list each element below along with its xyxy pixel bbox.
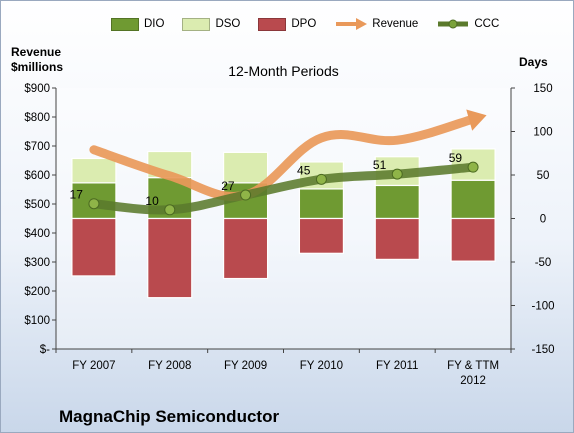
left-tick-label: $400 [24, 228, 50, 240]
left-tick-label: $600 [24, 170, 50, 182]
ccc-line [89, 162, 478, 215]
left-tick-label: $700 [24, 141, 50, 153]
legend-swatch-dio [111, 17, 139, 31]
bar-dio [298, 188, 345, 220]
left-tick-label: $900 [24, 83, 50, 95]
left-tick-label: $800 [24, 112, 50, 124]
ccc-data-label: 45 [297, 163, 311, 177]
left-tick-label: $300 [24, 257, 50, 269]
ccc-marker [467, 161, 479, 173]
legend-label-dso: DSO [215, 18, 241, 30]
right-tick-label: 150 [533, 83, 552, 95]
revenue-line [89, 114, 478, 201]
left-axis-title: Revenue $millions [11, 45, 63, 75]
ccc-data-label: 51 [373, 158, 387, 172]
x-tick-label: FY 2010 [300, 360, 343, 372]
ccc-marker [164, 204, 176, 216]
bar-dpo [71, 217, 117, 277]
ccc-marker [391, 168, 403, 180]
right-tick-label: 0 [540, 214, 546, 226]
right-tick-label: -150 [531, 344, 554, 356]
ccc-marker [88, 198, 100, 210]
bar-dpo [450, 217, 496, 262]
right-tick-label: -50 [535, 257, 552, 269]
x-tick-label: 2012 [460, 375, 486, 387]
bar-dio [450, 179, 496, 220]
legend-label-revenue: Revenue [372, 18, 419, 30]
legend-label-dpo: DPO [291, 18, 317, 30]
right-tick-label: 100 [533, 127, 552, 139]
ccc-data-label: 59 [449, 151, 463, 165]
x-tick-label: FY 2008 [148, 360, 191, 372]
legend-item-revenue: Revenue [334, 17, 418, 31]
legend-swatch-dpo [258, 17, 287, 31]
chart-title: 12-Month Periods [228, 63, 339, 79]
left-axis-title-line1: Revenue [11, 45, 62, 59]
ccc-marker [240, 189, 252, 201]
bar-dso [71, 157, 117, 184]
x-tick-label: FY & TTM [447, 360, 499, 372]
bar-dpo [222, 217, 269, 280]
left-tick-label: $100 [24, 315, 50, 327]
legend-swatch-dso [182, 17, 211, 31]
left-axis-title-line2: $millions [11, 60, 64, 74]
legend-item-ccc: CCC [436, 17, 499, 31]
legend-label-ccc: CCC [474, 18, 500, 30]
ccc-data-label: 27 [221, 179, 235, 193]
company-name: MagnaChip Semiconductor [59, 407, 280, 426]
legend-item-dpo: DPO [258, 17, 317, 31]
x-tick-label: FY 2007 [72, 360, 115, 372]
bar-dpo [374, 217, 420, 260]
x-tick-label: FY 2009 [224, 360, 267, 372]
ccc-marker [315, 173, 327, 185]
bar-dio [374, 184, 420, 220]
bar-dpo [147, 217, 193, 299]
bar-dso [222, 151, 269, 184]
legend-line-ccc [438, 19, 469, 29]
left-tick-label: $500 [24, 199, 50, 211]
legend: DIO DSO DPO Revenue CCC [111, 11, 517, 37]
legend-arrow-revenue [336, 18, 368, 30]
bar-dpo [298, 217, 345, 254]
legend-label-dio: DIO [144, 18, 165, 30]
ccc-data-label: 17 [70, 188, 84, 202]
x-tick-label: FY 2011 [376, 360, 418, 372]
right-tick-label: 50 [537, 170, 550, 182]
legend-item-dso: DSO [182, 17, 241, 31]
left-tick-label: $- [40, 344, 50, 356]
revenue-arrowhead [466, 109, 487, 131]
legend-item-dio: DIO [111, 17, 165, 31]
right-axis-title: Days [519, 55, 548, 69]
right-tick-label: -100 [531, 301, 554, 313]
ccc-data-label: 10 [145, 194, 159, 208]
left-tick-label: $200 [24, 286, 50, 298]
